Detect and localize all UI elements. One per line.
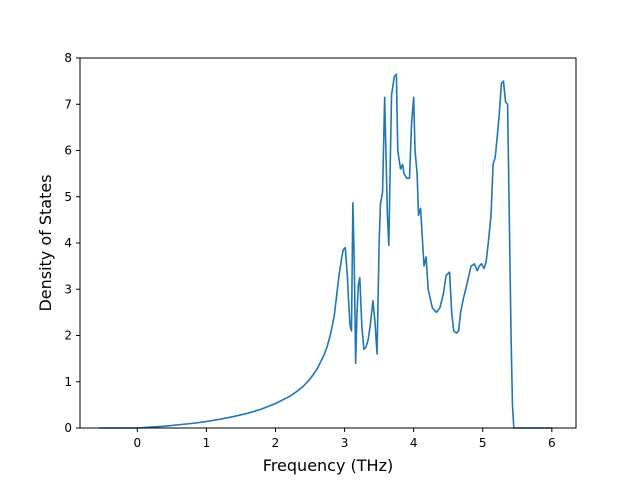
y-tick-label: 3 <box>64 282 72 296</box>
y-tick-label: 5 <box>64 190 72 204</box>
y-tick-label: 8 <box>64 51 72 65</box>
y-tick-label: 6 <box>64 144 72 158</box>
dos-series-line <box>99 73 552 429</box>
x-tick-label: 6 <box>548 436 556 450</box>
y-tick-label: 1 <box>64 375 72 389</box>
y-axis-ticks: 0 1 2 3 4 5 6 7 8 <box>64 51 80 435</box>
x-tick-label: 0 <box>134 436 142 450</box>
plot-area <box>99 73 552 429</box>
x-tick-label: 5 <box>479 436 487 450</box>
y-axis-title: Density of States <box>36 174 55 311</box>
x-axis-ticks: 0 1 2 3 4 5 6 <box>134 428 556 450</box>
x-axis-title: Frequency (THz) <box>263 456 393 475</box>
x-tick-label: 1 <box>203 436 211 450</box>
y-tick-label: 2 <box>64 329 72 343</box>
y-tick-label: 4 <box>64 236 72 250</box>
x-tick-label: 3 <box>341 436 349 450</box>
axes-frame <box>79 57 577 429</box>
x-tick-label: 2 <box>272 436 280 450</box>
y-tick-label: 0 <box>64 421 72 435</box>
x-tick-label: 4 <box>410 436 418 450</box>
y-tick-label: 7 <box>64 97 72 111</box>
